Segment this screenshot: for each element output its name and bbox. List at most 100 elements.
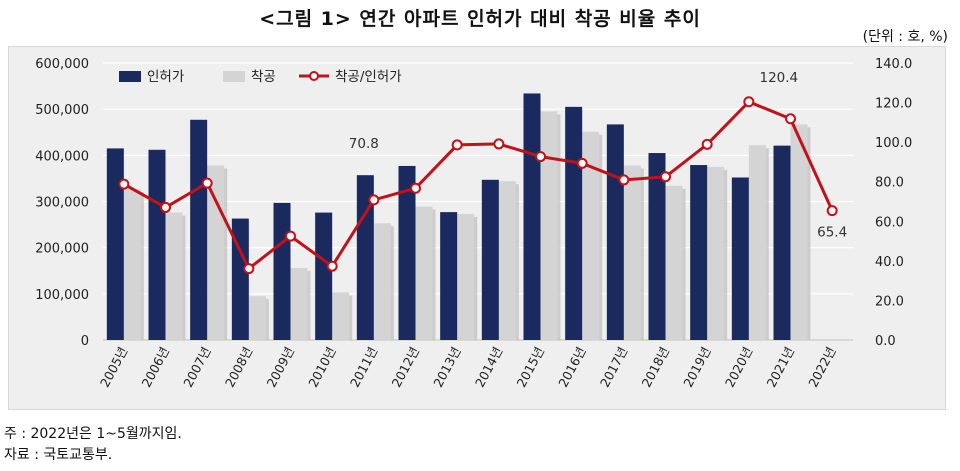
- y-left-tick-label: 200,000: [35, 242, 89, 257]
- x-tick-label: 2018년: [639, 344, 673, 389]
- bar-착공: [248, 296, 266, 340]
- x-tick-label: 2020년: [722, 344, 756, 389]
- bar-착공: [498, 181, 516, 340]
- y-left-tick-label: 500,000: [35, 103, 89, 118]
- footnote-source: 자료 : 국토교통부.: [4, 447, 113, 463]
- bar-인허가: [731, 177, 749, 340]
- legend-swatch-인허가: [119, 71, 141, 82]
- point-착공-인허가: [660, 171, 671, 183]
- data-label: 120.4: [760, 70, 799, 86]
- y-left-tick-label: 0: [81, 334, 89, 349]
- x-tick-label: 2015년: [514, 344, 548, 389]
- bar-착공: [623, 165, 641, 340]
- x-tick-label: 2005년: [97, 344, 131, 389]
- bar-인허가: [523, 93, 541, 340]
- bar-착공: [582, 131, 600, 340]
- bar-착공: [540, 111, 558, 340]
- point-착공-인허가: [160, 201, 171, 213]
- y-left-tick-label: 300,000: [35, 196, 89, 211]
- point-착공-인허가: [826, 205, 838, 217]
- bar-착공: [290, 267, 308, 340]
- point-착공-인허가: [368, 194, 380, 206]
- x-tick-label: 2021년: [764, 344, 798, 389]
- y-right-tick-label: 20.0: [875, 294, 904, 309]
- point-착공-인허가: [410, 182, 421, 194]
- footnotes: 주 : 2022년은 1~5월까지임. 자료 : 국토교통부.: [4, 424, 182, 466]
- bar-인허가: [148, 149, 166, 340]
- point-착공-인허가: [535, 151, 546, 163]
- bar-착공: [665, 185, 683, 340]
- legend-label-착공-인허가: 착공/인허가: [335, 69, 402, 85]
- y-right-tick-label: 40.0: [875, 255, 904, 270]
- bar-인허가: [398, 165, 416, 340]
- point-착공-인허가: [326, 260, 338, 272]
- bar-인허가: [440, 212, 458, 340]
- bar-인허가: [773, 145, 791, 340]
- bar-착공: [165, 212, 183, 340]
- x-tick-label: 2008년: [222, 344, 256, 389]
- point-착공-인허가: [743, 96, 755, 108]
- chart-svg: 0 100,000 200,000 300,000 400,000 500,000 600,…: [35, 57, 912, 390]
- chart-title: <그림 1> 연간 아파트 인허가 대비 착공 비율 추이: [259, 8, 701, 30]
- unit-label: (단위 : 호, %): [862, 29, 948, 45]
- legend-swatch-착공: [223, 71, 245, 82]
- bar-인허가: [273, 202, 291, 340]
- y-left-tick-label: 600,000: [35, 57, 89, 72]
- data-label: 70.8: [349, 136, 379, 152]
- bar-인허가: [315, 212, 333, 340]
- point-착공-인허가: [576, 157, 588, 169]
- x-tick-label: 2006년: [139, 344, 173, 389]
- x-tick-label: 2019년: [680, 344, 714, 389]
- bar-인허가: [106, 148, 124, 340]
- y-left-tick-label: 400,000: [35, 149, 89, 164]
- x-tick-label: 2014년: [472, 344, 506, 389]
- bar-인허가: [356, 175, 374, 340]
- bar-착공: [373, 223, 391, 340]
- bar-착공: [332, 292, 350, 340]
- bar-착공: [707, 166, 725, 340]
- point-착공-인허가: [785, 113, 796, 125]
- point-착공-인허가: [451, 139, 463, 151]
- point-착공-인허가: [243, 263, 255, 275]
- x-tick-label: 2022년: [805, 344, 839, 389]
- x-tick-label: 2009년: [264, 344, 298, 389]
- x-tick-label: 2017년: [597, 344, 631, 389]
- legend-label-인허가: 인허가: [147, 69, 184, 85]
- point-착공-인허가: [285, 230, 296, 242]
- bar-착공: [457, 213, 475, 340]
- x-tick-label: 2016년: [555, 344, 589, 389]
- x-tick-label: 2007년: [180, 344, 214, 389]
- y-right-tick-label: 100.0: [875, 136, 912, 151]
- bar-착공: [790, 124, 808, 340]
- footnote-period: 주 : 2022년은 1~5월까지임.: [4, 426, 182, 442]
- y-right-tick-label: 60.0: [875, 215, 904, 230]
- bar-착공: [123, 189, 141, 340]
- point-착공-인허가: [618, 174, 630, 186]
- y-right-tick-label: 80.0: [875, 176, 904, 191]
- y-right-tick-label: 0.0: [875, 334, 896, 349]
- x-tick-label: 2012년: [389, 344, 423, 389]
- bar-인허가: [565, 106, 583, 340]
- bar-인허가: [690, 165, 708, 340]
- bar-인허가: [481, 179, 499, 340]
- y-right-tick-label: 120.0: [875, 97, 912, 112]
- point-착공-인허가: [118, 178, 130, 190]
- y-right-tick-label: 140.0: [875, 57, 912, 72]
- bar-착공: [748, 145, 766, 340]
- bar-착공: [415, 206, 433, 340]
- point-착공-인허가: [701, 138, 713, 150]
- y-left-tick-label: 100,000: [35, 288, 89, 303]
- point-착공-인허가: [493, 138, 505, 150]
- bar-인허가: [190, 119, 208, 340]
- x-tick-label: 2010년: [305, 344, 339, 389]
- legend-label-착공: 착공: [251, 69, 276, 85]
- data-label: 65.4: [817, 225, 847, 241]
- x-tick-label: 2011년: [347, 344, 381, 389]
- point-착공-인허가: [201, 177, 213, 189]
- bar-인허가: [231, 218, 249, 340]
- legend-marker-착공-인허가: [309, 71, 319, 81]
- x-tick-label: 2013년: [430, 344, 464, 389]
- line-착공-인허가: [123, 100, 834, 271]
- chart-area: 0 100,000 200,000 300,000 400,000 500,000 600,…: [8, 46, 946, 410]
- bar-인허가: [606, 124, 624, 340]
